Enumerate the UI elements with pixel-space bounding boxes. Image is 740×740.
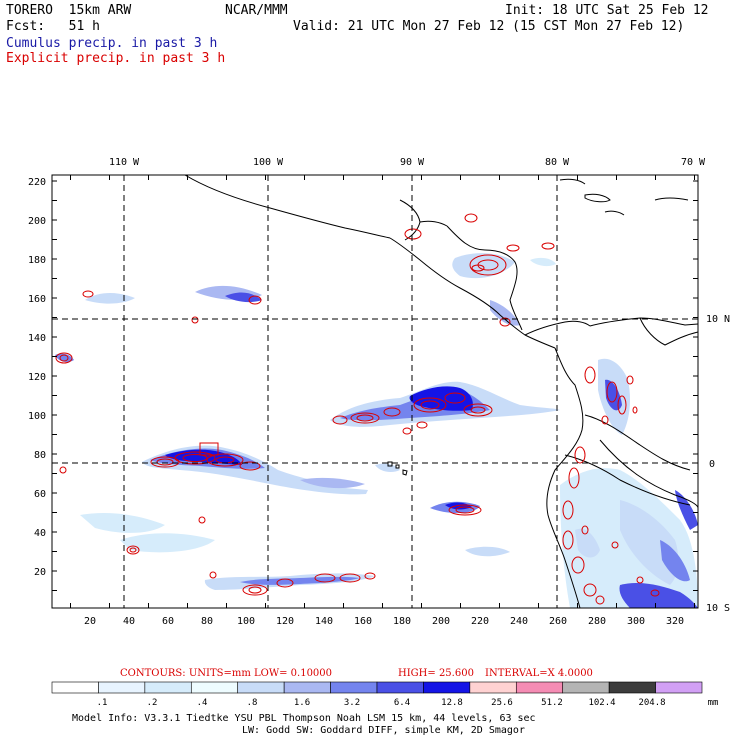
init-time: Init: 18 UTC Sat 25 Feb 12 bbox=[505, 3, 709, 18]
forecast-hour: Fcst: 51 h bbox=[6, 19, 100, 34]
colorbar-unit: mm bbox=[708, 698, 719, 708]
colorbar-label: 25.6 bbox=[491, 698, 513, 708]
y-tick-label: 40 bbox=[34, 528, 46, 539]
x-tick-label: 60 bbox=[162, 616, 174, 627]
y-tick-label: 220 bbox=[28, 177, 46, 188]
x-tick-label: 240 bbox=[510, 616, 528, 627]
colorbar-label: .2 bbox=[147, 698, 158, 708]
legend-cumulus: Cumulus precip. in past 3 h bbox=[6, 36, 218, 51]
colorbar-label: 204.8 bbox=[638, 698, 665, 708]
x-tick-label: 140 bbox=[315, 616, 333, 627]
y-tick-label: 80 bbox=[34, 450, 46, 461]
lon-label: 110 W bbox=[109, 157, 140, 168]
x-tick-label: 160 bbox=[354, 616, 372, 627]
x-tick-label: 80 bbox=[201, 616, 213, 627]
model-info: Model Info: V3.3.1 Tiedtke YSU PBL Thomp… bbox=[72, 713, 536, 724]
x-tick-label: 40 bbox=[123, 616, 135, 627]
y-tick-label: 120 bbox=[28, 372, 46, 383]
colorbar-swatch bbox=[283, 681, 331, 694]
contour-interval: INTERVAL=X 4.0000 bbox=[485, 668, 593, 679]
colorbar-swatch bbox=[376, 681, 424, 694]
lon-label: 90 W bbox=[400, 157, 425, 168]
y-tick-label: 200 bbox=[28, 216, 46, 227]
map-frame bbox=[51, 174, 699, 609]
x-tick-label: 200 bbox=[432, 616, 450, 627]
org-label: NCAR/MMM bbox=[225, 3, 288, 18]
x-tick-label: 280 bbox=[588, 616, 606, 627]
lon-label: 80 W bbox=[545, 157, 570, 168]
x-tick-label: 220 bbox=[471, 616, 489, 627]
colorbar-label: .1 bbox=[97, 698, 108, 708]
colorbar-swatch bbox=[144, 681, 192, 694]
x-tick-label: 300 bbox=[627, 616, 645, 627]
colorbar-swatch bbox=[237, 681, 285, 694]
colorbar-swatch bbox=[330, 681, 378, 694]
lon-label: 70 W bbox=[681, 157, 706, 168]
x-tick-label: 180 bbox=[393, 616, 411, 627]
lon-label: 100 W bbox=[253, 157, 284, 168]
y-tick-label: 180 bbox=[28, 255, 46, 266]
x-tick-label: 320 bbox=[666, 616, 684, 627]
graticule bbox=[52, 175, 698, 608]
y-tick-label: 20 bbox=[34, 567, 46, 578]
colorbar-swatch bbox=[515, 681, 564, 694]
x-tick-label: 260 bbox=[549, 616, 567, 627]
explicit-precip-contours bbox=[55, 213, 660, 605]
y-tick-label: 60 bbox=[34, 489, 46, 500]
lat-label: 10 S bbox=[706, 603, 730, 614]
colorbar-swatch bbox=[423, 681, 471, 694]
lat-label: 10 N bbox=[706, 314, 730, 325]
y-tick-label: 160 bbox=[28, 294, 46, 305]
colorbar bbox=[51, 681, 703, 694]
y-tick-label: 140 bbox=[28, 333, 46, 344]
x-tick-label: 20 bbox=[84, 616, 96, 627]
colorbar-label: 6.4 bbox=[394, 698, 410, 708]
colorbar-label: 51.2 bbox=[541, 698, 563, 708]
contour-units: CONTOURS: UNITS=mm LOW= 0.10000 bbox=[120, 668, 332, 679]
contour-high: HIGH= 25.600 bbox=[398, 668, 474, 679]
coastlines bbox=[184, 175, 698, 608]
colorbar-label: 1.6 bbox=[294, 698, 310, 708]
colorbar-swatch bbox=[190, 681, 239, 694]
model-title: TORERO 15km ARW bbox=[6, 3, 132, 18]
colorbar-swatch bbox=[608, 681, 656, 694]
colorbar-label: .8 bbox=[247, 698, 258, 708]
colorbar-label: 12.8 bbox=[441, 698, 463, 708]
colorbar-label: 102.4 bbox=[588, 698, 615, 708]
colorbar-swatch bbox=[98, 681, 146, 694]
x-tick-label: 120 bbox=[276, 616, 294, 627]
cumulus-precip-shading bbox=[55, 253, 698, 608]
y-tick-label: 100 bbox=[28, 411, 46, 422]
colorbar-label: 3.2 bbox=[344, 698, 360, 708]
colorbar-swatch bbox=[655, 681, 703, 694]
colorbar-swatch bbox=[469, 681, 517, 694]
axis-ticks bbox=[52, 175, 698, 608]
legend-explicit: Explicit precip. in past 3 h bbox=[6, 51, 226, 66]
colorbar-label: .4 bbox=[197, 698, 208, 708]
valid-time: Valid: 21 UTC Mon 27 Feb 12 (15 CST Mon … bbox=[293, 19, 685, 34]
colorbar-swatch bbox=[562, 681, 610, 694]
colorbar-swatch bbox=[51, 681, 99, 694]
x-tick-label: 100 bbox=[237, 616, 255, 627]
lat-label: 0 bbox=[709, 459, 715, 470]
physics-info: LW: Godd SW: Goddard DIFF, simple KM, 2D… bbox=[242, 725, 525, 736]
